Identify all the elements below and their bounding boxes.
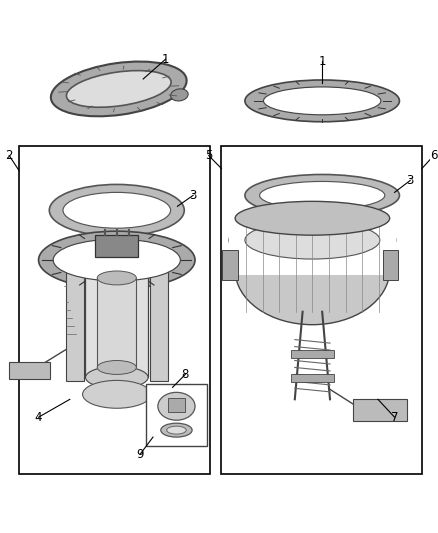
Ellipse shape (39, 231, 195, 289)
Text: 7: 7 (391, 411, 398, 424)
Bar (353, 399, 407, 421)
Ellipse shape (167, 426, 186, 434)
Text: 3: 3 (406, 174, 414, 187)
Bar (19, 146, 210, 474)
Bar (150, 262, 168, 382)
Bar (97, 278, 136, 367)
Ellipse shape (245, 221, 380, 259)
Ellipse shape (264, 87, 381, 115)
Ellipse shape (245, 80, 399, 122)
Text: 5: 5 (205, 149, 212, 162)
Ellipse shape (245, 174, 399, 216)
Ellipse shape (53, 239, 180, 281)
Ellipse shape (67, 70, 171, 107)
Bar (95, 235, 138, 257)
Ellipse shape (97, 360, 136, 375)
Text: 4: 4 (35, 411, 42, 424)
Bar (85, 268, 148, 377)
Text: 8: 8 (182, 368, 189, 381)
Bar (146, 384, 207, 446)
Ellipse shape (51, 61, 187, 116)
Text: 2: 2 (5, 149, 13, 162)
Ellipse shape (63, 192, 170, 228)
Bar (223, 250, 238, 280)
Ellipse shape (49, 184, 184, 236)
Text: 9: 9 (137, 448, 144, 461)
Bar (222, 146, 422, 474)
Text: 3: 3 (189, 189, 197, 202)
Bar (291, 350, 334, 358)
Bar (66, 262, 84, 382)
Bar (9, 361, 50, 379)
Ellipse shape (85, 367, 148, 389)
Ellipse shape (235, 201, 390, 235)
Ellipse shape (229, 214, 396, 266)
Bar (383, 250, 399, 280)
Ellipse shape (97, 271, 136, 285)
Text: 1: 1 (162, 53, 170, 66)
Bar (168, 398, 185, 412)
Ellipse shape (171, 89, 188, 101)
Ellipse shape (235, 215, 390, 325)
Text: 1: 1 (318, 54, 326, 68)
Bar (229, 215, 396, 275)
Ellipse shape (158, 392, 195, 420)
Ellipse shape (83, 381, 151, 408)
Ellipse shape (260, 181, 385, 209)
Bar (291, 375, 334, 382)
Ellipse shape (161, 423, 192, 437)
Text: 6: 6 (430, 149, 438, 162)
